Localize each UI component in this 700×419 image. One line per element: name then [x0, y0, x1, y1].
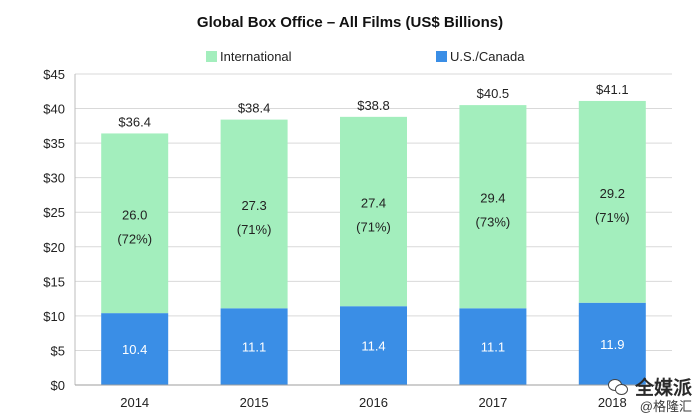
data-label-international: 29.4 [480, 191, 505, 206]
y-tick-label: $15 [43, 274, 65, 289]
data-label-total: $38.8 [357, 98, 390, 113]
y-tick-label: $20 [43, 240, 65, 255]
data-label-us-canada: 11.1 [481, 340, 505, 355]
data-label-international-pct: (71%) [595, 210, 630, 225]
x-tick-label: 2017 [478, 395, 507, 410]
data-label-total: $38.4 [238, 101, 271, 116]
y-tick-label: $5 [51, 343, 65, 358]
data-label-total: $40.5 [477, 86, 510, 101]
legend-label-us-canada: U.S./Canada [450, 49, 525, 64]
y-tick-label: $10 [43, 309, 65, 324]
y-tick-label: $25 [43, 205, 65, 220]
watermark-line2: @格隆汇 [639, 399, 692, 414]
bar-international [101, 133, 169, 314]
bar-us-canada [340, 306, 407, 385]
bar-us-canada [459, 308, 527, 385]
watermark: 全媒派 @格隆汇 [584, 371, 694, 417]
legend-swatch-international [206, 51, 217, 62]
x-tick-label: 2018 [598, 395, 627, 410]
bar-international [459, 105, 527, 309]
legend-label-international: International [220, 49, 292, 64]
bar-international [578, 100, 646, 303]
data-label-international-pct: (73%) [476, 215, 511, 230]
bar-us-canada [578, 302, 646, 385]
y-tick-label: $30 [43, 171, 65, 186]
watermark-title: 全媒派 [607, 373, 692, 400]
legend: International U.S./Canada [206, 49, 525, 64]
data-label-international: 29.2 [600, 186, 625, 201]
bars: 10.4 26.0 (72%) $36.4 11.1 27.3 (71%) $38.4 11.4… [101, 82, 646, 385]
y-tick-label: $45 [43, 67, 65, 82]
data-label-total: $41.1 [596, 82, 629, 97]
legend-swatch-us-canada [436, 51, 447, 62]
bar-international [220, 119, 288, 309]
watermark-line1: 全媒派 [634, 378, 692, 399]
bar-us-canada [101, 313, 169, 385]
data-label-international-pct: (71%) [237, 222, 272, 237]
x-tick-label: 2014 [120, 395, 149, 410]
data-label-international: 27.4 [361, 196, 386, 211]
chart-title: Global Box Office – All Films (US$ Billi… [197, 14, 503, 31]
data-label-us-canada: 11.4 [361, 339, 385, 354]
data-label-international: 26.0 [122, 207, 147, 222]
wechat-icon [607, 378, 630, 395]
data-label-total: $36.4 [118, 114, 151, 129]
data-label-international-pct: (72%) [117, 231, 152, 246]
y-tick-label: $35 [43, 136, 65, 151]
data-label-us-canada: 11.9 [600, 337, 624, 352]
data-label-us-canada: 11.1 [242, 340, 266, 355]
y-tick-label: $0 [51, 378, 65, 393]
bar-us-canada [220, 308, 288, 385]
x-axis: 2014 2015 2016 2017 2018 [75, 384, 672, 410]
bar-international [340, 116, 407, 307]
x-tick-label: 2015 [240, 395, 269, 410]
data-label-us-canada: 10.4 [122, 342, 147, 357]
y-tick-label: $40 [43, 102, 65, 117]
x-tick-label: 2016 [359, 395, 388, 410]
data-label-international-pct: (71%) [356, 220, 391, 235]
y-axis: $0 $5 $10 $15 $20 $25 $30 $35 $40 $45 [43, 67, 76, 393]
data-label-international: 27.3 [241, 198, 266, 213]
